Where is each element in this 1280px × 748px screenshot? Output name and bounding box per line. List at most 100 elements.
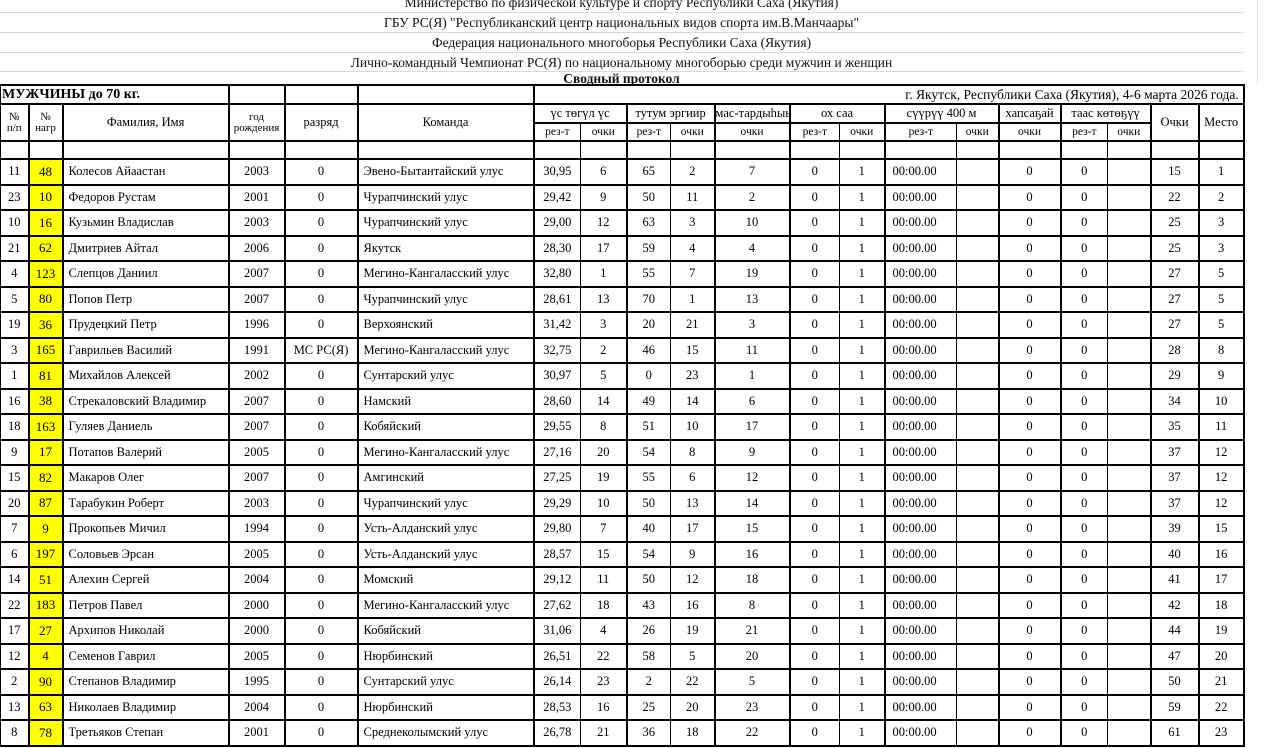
sub-header-row: рез-т очки рез-т очки очки рез-т очки ре… (1, 122, 1244, 142)
table-cell: 8 (580, 413, 628, 441)
bib-number-cell: 48 (28, 158, 64, 186)
header-text: № (9, 110, 20, 123)
table-cell: 12 (1198, 439, 1245, 466)
table-cell (998, 140, 1062, 160)
table-cell: 00:00.00 (884, 337, 958, 364)
result-row: 13 63 Николаев Владимир 2004 0 Нюрбинский 28,5… (0, 694, 1245, 721)
result-row: 17 27 Архипов Николай 2000 0 Кобяйский 31,06 4 2… (0, 617, 1245, 645)
table-cell: 1 (839, 694, 886, 721)
doc-header-text: Лично-командный Чемпионат РС(Я) по нацио… (350, 55, 893, 70)
bib-number-cell: 17 (28, 439, 64, 466)
table-cell: 9 (670, 541, 716, 568)
table-cell: 0 (1060, 235, 1109, 262)
bib-number-cell: 80 (28, 286, 64, 313)
bib-number-cell: 51 (28, 566, 64, 594)
table-cell: 1994 (228, 515, 286, 543)
table-cell: 2 (1198, 184, 1245, 211)
table-cell: 00:00.00 (884, 490, 958, 517)
table-cell: 50 (626, 566, 672, 594)
table-cell: 0 (998, 235, 1062, 262)
table-cell (956, 515, 1000, 543)
results-tbody: 11 48 Колесов Айаастан 2003 0 Эвено-Бытантайс… (0, 140, 1245, 747)
table-cell: 55 (626, 464, 672, 492)
header-text: № (40, 110, 51, 123)
table-cell: 0 (1060, 566, 1109, 594)
table-cell: 26,14 (533, 668, 582, 696)
table-cell: Момский (357, 566, 535, 594)
table-cell: 00:00.00 (884, 464, 958, 492)
sub-header-points: очки (1107, 122, 1152, 142)
table-cell: 1 (670, 286, 716, 313)
table-cell: 1 (839, 337, 886, 364)
result-row: 22 183 Петров Павел 2000 0 Мегино-Кангаласски… (0, 592, 1245, 619)
table-cell: Слепцов Даниил (61, 260, 230, 288)
bib-number-cell: 16 (28, 209, 64, 237)
table-cell (1107, 541, 1152, 568)
doc-header-line-federation: Федерация национального многоборья Респу… (0, 33, 1243, 53)
table-cell: Амгинский (357, 464, 535, 492)
table-cell (1107, 311, 1152, 339)
table-cell: 0 (789, 668, 841, 696)
table-cell: 27 (1150, 286, 1200, 313)
table-cell: 28,53 (533, 694, 582, 721)
table-cell: 1991 (228, 337, 286, 364)
table-cell: 15 (0, 464, 30, 492)
sub-header-points: очки (580, 122, 628, 142)
table-cell: 19 (1198, 617, 1245, 645)
table-cell: 14 (714, 490, 791, 517)
table-cell: 29,00 (533, 209, 582, 237)
group-header-turning: тутум эргиир (626, 103, 716, 124)
sub-header-points: очки (839, 122, 886, 142)
col-header-team: Команда (357, 103, 535, 142)
table-cell: 12 (670, 566, 716, 594)
table-cell: 00:00.00 (884, 388, 958, 415)
result-row: 15 82 Макаров Олег 2007 0 Амгинский 27,25 19 55 6… (0, 464, 1245, 492)
table-cell: 12 (0, 643, 30, 670)
table-cell: 0 (789, 490, 841, 517)
sub-header-result: рез-т (626, 122, 672, 142)
table-cell: 0 (284, 592, 359, 619)
spacer-row (0, 140, 1245, 160)
table-cell: 0 (1060, 541, 1109, 568)
table-cell: 2 (626, 668, 672, 696)
table-cell: 46 (626, 337, 672, 364)
table-cell: 6 (714, 388, 791, 415)
table-cell (956, 413, 1000, 441)
table-cell: 1 (839, 515, 886, 543)
table-cell: 8 (714, 592, 791, 619)
table-cell (789, 140, 841, 160)
table-cell: 1 (839, 617, 886, 645)
result-row: 12 4 Семенов Гаврил 2005 0 Нюрбинский 26,51 22 5… (0, 643, 1245, 670)
table-cell: Среднеколымский улус (357, 719, 535, 747)
table-cell: 00:00.00 (884, 413, 958, 441)
table-cell (1107, 490, 1152, 517)
table-cell: 2005 (228, 643, 286, 670)
table-cell: 22 (1150, 184, 1200, 211)
bib-number-cell: 63 (28, 694, 64, 721)
sub-header-result: рез-т (533, 122, 582, 142)
table-cell (1107, 209, 1152, 237)
table-cell: 2007 (228, 413, 286, 441)
bib-number-cell: 165 (28, 337, 64, 364)
table-cell: 0 (1060, 719, 1109, 747)
table-cell: 00:00.00 (884, 719, 958, 747)
table-cell: 1 (1198, 158, 1245, 186)
table-cell: 4 (714, 235, 791, 262)
table-cell: Колесов Айаастан (61, 158, 230, 186)
col-header-year: год рождения (228, 103, 286, 142)
table-cell: 0 (789, 719, 841, 747)
category-title-row: МУЖЧИНЫ до 70 кг. г. Якутск, Республики … (0, 84, 1245, 105)
table-cell: 00:00.00 (884, 592, 958, 619)
table-cell: 2001 (228, 719, 286, 747)
table-cell: 23 (0, 184, 30, 211)
table-cell: 12 (714, 464, 791, 492)
table-cell: 2003 (228, 209, 286, 237)
table-cell (228, 140, 286, 160)
table-cell: 0 (1060, 439, 1109, 466)
table-cell: 22 (670, 668, 716, 696)
table-cell: 27,62 (533, 592, 582, 619)
header-text: п/п (6, 121, 22, 134)
table-cell: 15 (670, 337, 716, 364)
table-cell (956, 719, 1000, 747)
table-cell: 0 (284, 286, 359, 313)
